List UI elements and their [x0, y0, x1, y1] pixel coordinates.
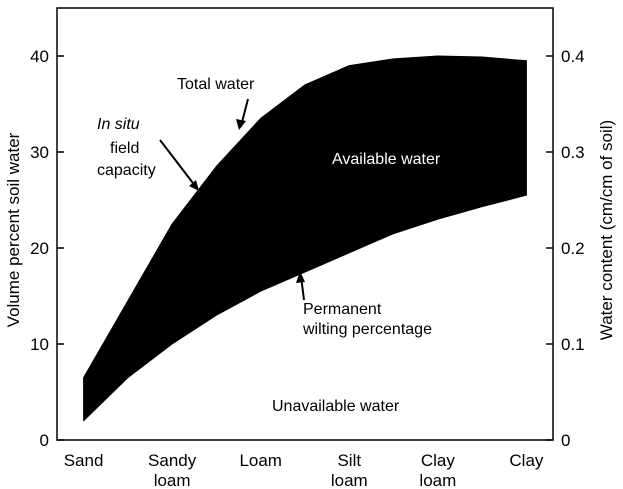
x-tick-label-line: loam: [331, 471, 368, 489]
x-tick-label: Loam: [239, 451, 282, 470]
right-y-axis-label: Water content (cm/cm of soil): [597, 120, 616, 340]
right-y-tick-label: 0.3: [561, 143, 585, 162]
left-y-tick-label: 40: [30, 47, 49, 66]
annotation-total-water: Total water: [177, 76, 255, 93]
left-y-tick-label: 10: [30, 335, 49, 354]
right-y-tick-label: 0.4: [561, 47, 585, 66]
x-tick-label: Silt loam: [331, 451, 368, 489]
x-tick-label: Sandy loam: [148, 451, 197, 489]
x-tick-label: Clay: [509, 451, 544, 470]
annotation-arrowheads: [189, 119, 305, 283]
arrowhead-total-water: [236, 119, 246, 130]
right-y-tick-label: 0.1: [561, 335, 585, 354]
left-y-axis: 0 10 20 30 40: [30, 47, 64, 450]
annotation-available-water: Available water: [332, 151, 441, 168]
annotation-field: field: [110, 140, 139, 157]
x-tick-label-line: Clay: [421, 451, 456, 470]
right-y-tick-label: 0: [561, 431, 570, 450]
right-y-axis: 0 0.1 0.2 0.3 0.4: [546, 47, 585, 450]
plot-frame: [56, 7, 554, 441]
x-tick-label-line: Silt: [337, 451, 361, 470]
right-y-tick-label: 0.2: [561, 239, 585, 258]
x-tick-label-line: Sand: [64, 451, 104, 470]
x-tick-label-line: Sandy: [148, 451, 197, 470]
annotation-capacity: capacity: [97, 162, 156, 179]
left-y-tick-label: 20: [30, 239, 49, 258]
x-tick-label: Sand: [64, 451, 104, 470]
arrow-field-capacity: [159, 139, 197, 188]
x-tick-label-line: Loam: [239, 451, 282, 470]
annotation-unavailable-water: Unavailable water: [272, 398, 400, 415]
x-tick-label: Clay loam: [419, 451, 456, 489]
plot-area: [56, 7, 554, 441]
annotation-in-situ: In situ: [97, 116, 140, 133]
annotation-permanent: Permanent: [303, 301, 382, 318]
x-tick-label-line: loam: [419, 471, 456, 489]
arrowhead-field-capacity: [189, 180, 199, 191]
x-tick-label-line: Clay: [509, 451, 544, 470]
available-water-band: [83, 55, 527, 422]
left-y-axis-label: Volume percent soil water: [4, 132, 23, 327]
annotation-wilting-percentage: wilting percentage: [302, 321, 432, 338]
arrowhead-wilting-percentage: [296, 271, 305, 283]
x-tick-label-line: loam: [154, 471, 191, 489]
left-y-tick-label: 0: [40, 431, 49, 450]
left-y-tick-label: 30: [30, 143, 49, 162]
